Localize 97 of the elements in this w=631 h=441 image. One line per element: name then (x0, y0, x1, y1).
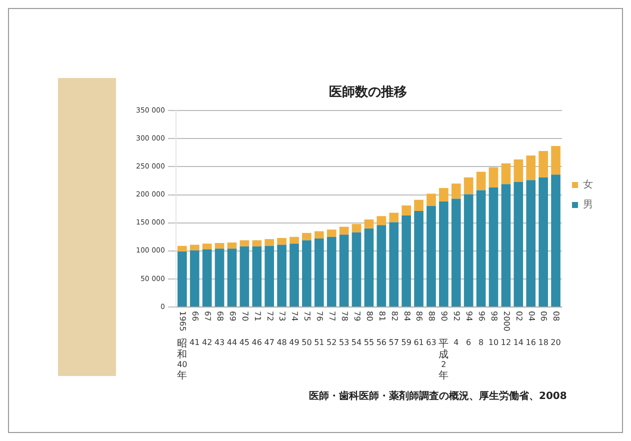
bar (439, 202, 448, 306)
bar (240, 240, 250, 246)
bar (376, 216, 386, 226)
bar (252, 246, 262, 306)
bar (538, 177, 548, 306)
bar (240, 246, 250, 306)
bar (402, 216, 412, 306)
bar (339, 226, 349, 235)
category-label: 73 48 (276, 311, 287, 348)
category-label: 74 49 (289, 311, 300, 348)
category-label: 75 50 (302, 311, 312, 348)
bar (364, 219, 374, 228)
bar (551, 146, 560, 175)
bar (476, 190, 486, 306)
category-label: 04 16 (526, 311, 536, 348)
bar (214, 243, 224, 249)
bar (290, 236, 299, 244)
category-label: 90 平成2年 (438, 311, 449, 382)
category-label: 78 53 (338, 311, 350, 348)
bar (376, 225, 386, 306)
bar (526, 180, 536, 306)
bar (488, 187, 498, 306)
category-label: 06 18 (538, 311, 548, 348)
bar (426, 206, 436, 306)
bar (339, 234, 349, 306)
category-label: 94 6 (464, 311, 474, 348)
bar (178, 251, 187, 306)
bar (202, 249, 212, 306)
category-label: 79 54 (351, 311, 362, 348)
bar (190, 244, 200, 250)
category-label: 80 55 (364, 311, 374, 348)
category-label: 08 20 (550, 311, 561, 348)
chart-title: 医師数の推移 (329, 85, 407, 100)
bar (178, 246, 187, 252)
bar (488, 167, 498, 188)
legend-label: 男 (583, 200, 593, 211)
bar (514, 159, 524, 182)
category-label: 72 47 (264, 311, 274, 348)
bar (426, 194, 436, 206)
x-tick-label: 1965 昭和40年 (177, 311, 188, 382)
bar (302, 240, 312, 306)
bar (389, 222, 399, 306)
bar (326, 230, 336, 237)
bar (402, 205, 412, 216)
bar (476, 172, 486, 190)
category-label: 70 45 (239, 311, 250, 348)
bar (389, 212, 399, 222)
bar (214, 248, 224, 306)
bar (352, 232, 362, 306)
bar (526, 155, 536, 180)
bar (538, 151, 548, 178)
category-label: 82 57 (388, 311, 399, 348)
bar (252, 240, 262, 246)
bar (264, 246, 274, 306)
bar (439, 188, 448, 202)
x-tick-label: 2000 12 (500, 311, 512, 348)
bar (464, 177, 474, 194)
legend-label: 女 (583, 178, 593, 191)
bar (277, 238, 286, 245)
bar (227, 242, 237, 249)
bar (364, 228, 374, 306)
bar (190, 250, 200, 306)
category-label: 68 43 (214, 311, 225, 348)
bar (414, 200, 424, 212)
bar (464, 194, 474, 306)
bar (414, 211, 424, 306)
category-label: 96 8 (476, 311, 486, 348)
category-label: 02 14 (513, 311, 524, 348)
category-label: 69 44 (226, 311, 238, 348)
category-label: 81 56 (376, 311, 387, 348)
category-label: 67 42 (202, 311, 212, 348)
category-label: 88 63 (426, 311, 436, 348)
category-label: 76 51 (314, 311, 324, 348)
bar (290, 244, 299, 306)
bar (551, 174, 560, 306)
bar (264, 239, 274, 246)
bar (352, 224, 362, 232)
category-label: 71 46 (252, 311, 262, 348)
bar (202, 244, 212, 250)
bar (314, 238, 324, 306)
category-label: 84 59 (401, 311, 412, 348)
category-label: 77 52 (326, 311, 337, 348)
category-label: 92 4 (452, 311, 462, 348)
bar (302, 232, 312, 240)
text: 医師・歯科医師・薬剤師調査の概況、厚生労働省、2008 (309, 389, 567, 403)
category-label: 98 10 (488, 311, 499, 348)
bar (277, 244, 286, 306)
category-label: 86 61 (414, 311, 424, 348)
bar (501, 184, 511, 306)
category-label: 66 41 (190, 311, 200, 348)
bar (451, 184, 461, 199)
bar (227, 248, 237, 306)
bar (451, 198, 461, 306)
bar (326, 236, 336, 306)
bar (501, 163, 511, 184)
bar (514, 182, 524, 306)
bar (314, 231, 324, 239)
